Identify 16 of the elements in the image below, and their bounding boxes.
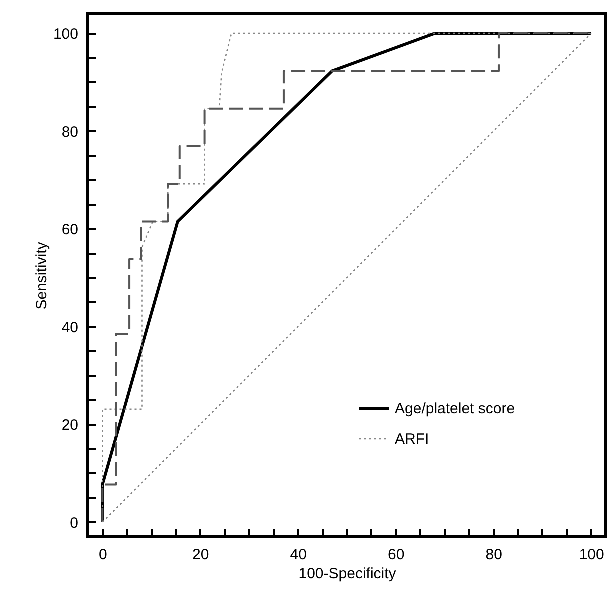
y-tick-label: 0 (70, 514, 78, 532)
y-tick-label: 20 (62, 417, 78, 434)
y-tick-label: 60 (62, 222, 78, 239)
x-tick-label: 40 (290, 546, 307, 564)
y-tick-label: 100 (53, 26, 78, 44)
x-tick-label: 60 (388, 546, 405, 564)
legend-label: ARFI (395, 431, 430, 448)
x-tick-label: 20 (192, 546, 210, 564)
y-tick-label: 40 (62, 319, 78, 336)
x-tick-label: 80 (486, 546, 502, 564)
legend-label: Age/platelet score (395, 400, 516, 418)
y-tick-label: 80 (62, 124, 78, 141)
x-tick-label: 0 (98, 546, 108, 564)
y-axis-title: Sensitivity (33, 242, 50, 310)
x-tick-label: 100 (579, 546, 604, 564)
x-axis-title: 100-Specificity (298, 566, 397, 582)
